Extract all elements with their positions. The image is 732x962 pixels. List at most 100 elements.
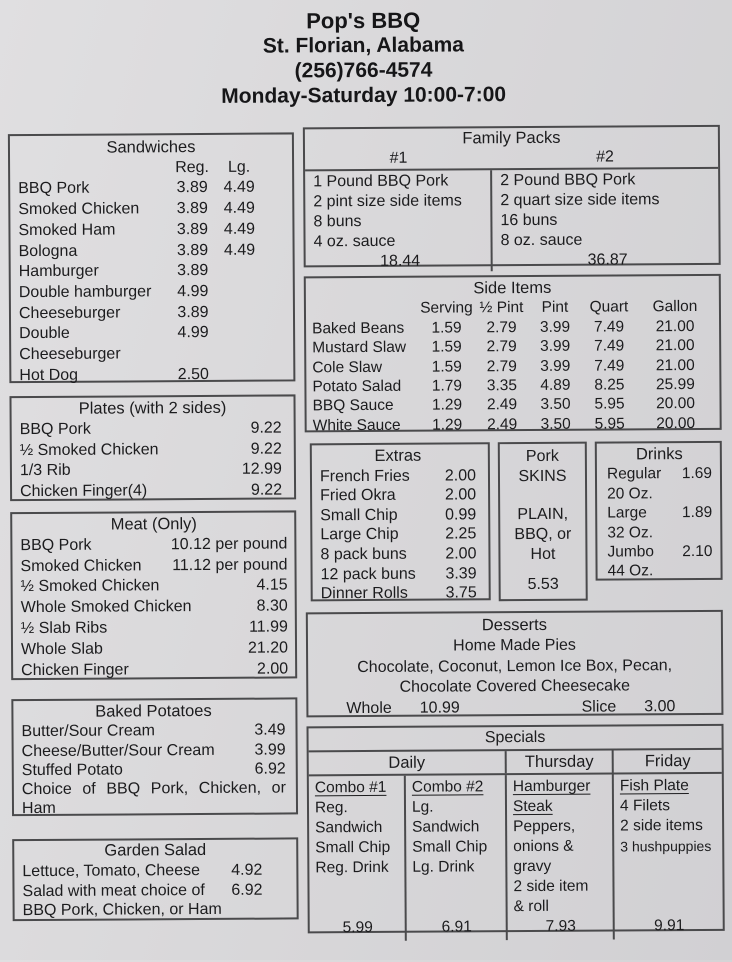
day-header-daily: Daily	[309, 751, 507, 774]
pack-price: 36.87	[501, 250, 715, 271]
section-title: Drinks	[607, 445, 712, 465]
item-price: 2.10	[682, 542, 712, 562]
column-header-serving: Serving	[419, 299, 474, 319]
special-line: Small Chip	[412, 837, 500, 858]
item-name: Salad with meat choice of	[22, 881, 204, 902]
item-name: Whole Smoked Chicken	[21, 597, 192, 619]
item-price: 7.49	[581, 317, 637, 337]
restaurant-hours: Monday-Saturday 10:00-7:00	[0, 81, 730, 110]
item-name: Smoked Chicken	[18, 199, 168, 221]
item-price: 21.00	[637, 336, 713, 356]
menu-item-row: Whole Smoked Chicken 8.30	[21, 597, 288, 619]
special-price: 5.99	[316, 918, 400, 940]
day-header-friday: Friday	[614, 750, 722, 773]
item-price: 2.49	[475, 415, 530, 435]
section-family-packs: Family Packs #1 #2 1 Pound BBQ Pork 2 pi…	[303, 125, 721, 268]
section-specials: Specials Daily Thursday Friday Combo #1 …	[307, 724, 725, 934]
item-price-reg: 3.89	[168, 178, 216, 199]
section-side-items: Side Items Serving ½ Pint Pint Quart Gal…	[304, 274, 722, 433]
item-price: 5.95	[581, 395, 637, 415]
item-price: 1.29	[419, 396, 474, 416]
special-line: gravy	[513, 857, 607, 878]
item-price: 1.59	[419, 357, 474, 377]
section-title: Specials	[309, 726, 722, 753]
item-price-lg: 4.49	[216, 178, 262, 199]
special-line: Sandwich	[315, 818, 399, 839]
item-price-reg: 3.89	[169, 303, 217, 324]
item-price: 20.00	[638, 414, 714, 434]
item-price: 2.79	[474, 357, 529, 377]
item-name: 12 pack buns	[321, 564, 416, 584]
item-name: Dinner Rolls	[321, 584, 408, 604]
column-header-half-pint: ½ Pint	[474, 298, 529, 318]
section-title: Family Packs	[305, 127, 718, 150]
item-price-reg: 3.89	[168, 199, 216, 220]
column-header-reg: Reg.	[168, 158, 216, 179]
special-combo-2: Combo #2 Lg. Sandwich Small Chip Lg. Dri…	[406, 775, 508, 941]
item-price: 3.50	[530, 415, 582, 435]
special-heading: Hamburger	[513, 777, 607, 798]
item-name: 1/3 Rib	[20, 461, 71, 482]
item-price-reg: 3.89	[169, 261, 217, 282]
item-name: Double Cheeseburger	[19, 324, 169, 366]
pack-line: 8 oz. sauce	[500, 230, 714, 251]
item-price: 3.75	[445, 583, 476, 603]
special-heading: Combo #2	[412, 777, 500, 798]
special-line: Lg.	[412, 797, 500, 818]
item-price: 2.25	[445, 525, 476, 545]
pack-line: 16 buns	[500, 210, 714, 231]
item-price: 7.49	[581, 356, 637, 376]
item-name: Baked Beans	[312, 318, 419, 338]
item-price: 3.99	[529, 337, 581, 357]
family-pack-1: 1 Pound BBQ Pork 2 pint size side items …	[305, 170, 493, 272]
item-name: Lettuce, Tomato, Cheese	[22, 861, 200, 882]
slice-price: 3.00	[644, 697, 675, 718]
item-name: 8 pack buns	[320, 545, 406, 565]
item-name: BBQ Pork	[20, 535, 91, 556]
item-price: 4.89	[529, 376, 581, 396]
desserts-flavors: Chocolate Covered Cheesecake	[308, 676, 721, 699]
item-price: 11.99	[249, 617, 288, 638]
item-name: Regular	[607, 465, 661, 485]
item-price: 21.20	[248, 638, 288, 659]
pack-line: 2 quart size side items	[500, 190, 714, 211]
special-combo-1: Combo #1 Reg. Sandwich Small Chip Reg. D…	[309, 776, 407, 942]
section-title: Garden Salad	[22, 840, 288, 861]
special-heading: Fish Plate	[620, 776, 717, 797]
whole-price: 10.99	[420, 699, 460, 720]
item-price: 25.99	[637, 375, 713, 395]
flavor-option: Hot	[502, 545, 583, 565]
item-name: Chicken Finger	[21, 660, 129, 681]
item-price: 1.89	[682, 503, 712, 523]
special-line: Small Chip	[315, 838, 399, 859]
special-price: 6.91	[413, 917, 501, 939]
item-price: 20.00	[637, 394, 713, 414]
section-title: Pork	[502, 447, 583, 467]
special-line: Sandwich	[412, 817, 500, 838]
column-header-gallon: Gallon	[637, 297, 713, 317]
special-line: 2 side item	[513, 877, 607, 898]
item-price: 3.49	[254, 721, 285, 740]
pack-line: 4 oz. sauce	[313, 231, 486, 252]
special-heading-line2: Steak	[513, 797, 607, 818]
slice-price-row: Slice 3.00	[582, 697, 676, 718]
item-price: 8.30	[257, 597, 288, 618]
menu-item-row: Dinner Rolls 3.75	[321, 583, 477, 604]
item-price: 4.92	[231, 860, 262, 880]
